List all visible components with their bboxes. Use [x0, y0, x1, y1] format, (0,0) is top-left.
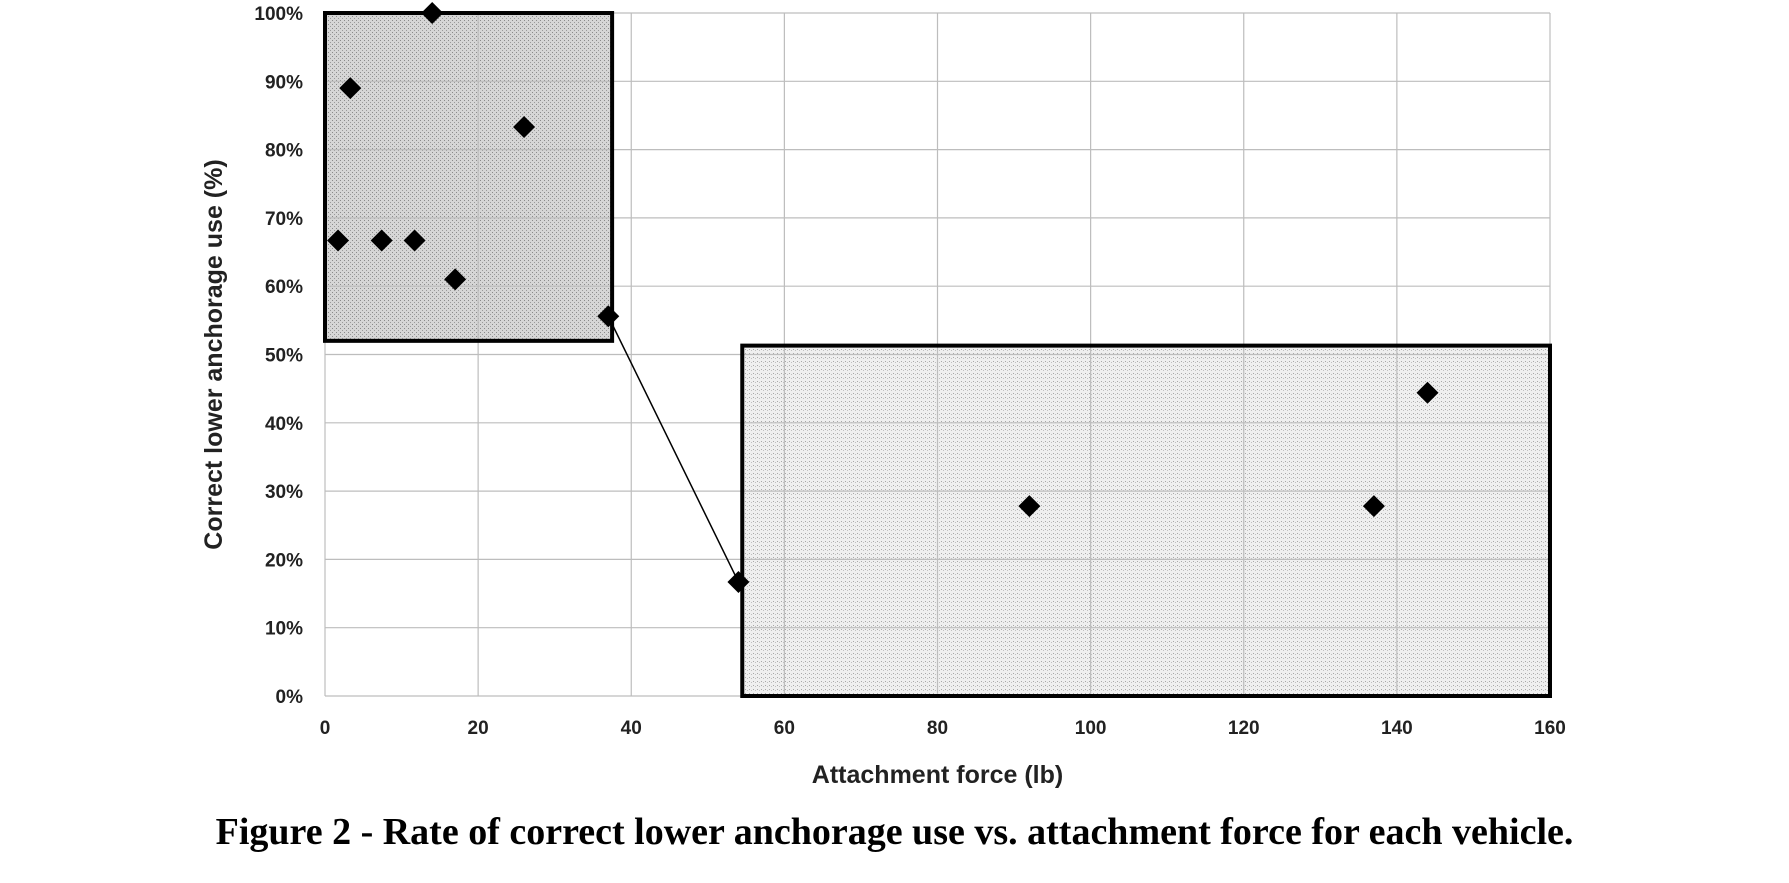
y-tick-label: 60% [265, 277, 303, 298]
data-point [1416, 381, 1439, 404]
data-point [727, 570, 750, 593]
region-borders [323, 11, 1552, 698]
data-point [1362, 495, 1385, 518]
y-tick-label: 80% [265, 141, 303, 162]
connector-line [607, 315, 740, 583]
connector-segment [607, 315, 740, 583]
data-point [597, 305, 620, 328]
region-fill [325, 13, 613, 341]
x-tick-label: 140 [1381, 718, 1413, 739]
y-tick-label: 90% [265, 72, 303, 93]
data-point [327, 229, 350, 252]
y-axis-title: Correct lower anchorage use (%) [200, 159, 228, 549]
y-tick-label: 20% [265, 550, 303, 571]
data-points [327, 2, 1439, 593]
x-tick-label: 160 [1534, 718, 1566, 739]
data-point [370, 229, 393, 252]
x-tick-label: 120 [1228, 718, 1260, 739]
x-tick-label: 60 [774, 718, 795, 739]
x-tick-labels: 0 20 40 60 80 100 120 140 160 [320, 718, 1566, 739]
y-tick-labels: 0% 10% 20% 30% 40% 50% 60% 70% 80% 90% 100% [254, 4, 303, 708]
y-tick-label: 70% [265, 209, 303, 230]
y-tick-label: 100% [254, 4, 303, 25]
region-border [740, 343, 1552, 698]
y-tick-label: 0% [276, 687, 304, 708]
figure-caption: Figure 2 - Rate of correct lower anchora… [215, 811, 1574, 853]
x-tick-label: 40 [621, 718, 642, 739]
data-point [513, 116, 536, 139]
x-tick-label: 80 [927, 718, 948, 739]
data-point [444, 268, 467, 291]
x-tick-label: 100 [1075, 718, 1107, 739]
x-tick-label: 0 [320, 718, 331, 739]
data-point [339, 77, 362, 100]
x-tick-label: 20 [468, 718, 489, 739]
region-fill [742, 345, 1550, 696]
region-border [323, 11, 615, 343]
y-tick-label: 40% [265, 414, 303, 435]
y-tick-label: 10% [265, 619, 303, 640]
data-point [403, 229, 426, 252]
highlight-regions [325, 13, 1550, 696]
data-point [1018, 495, 1041, 518]
data-point [421, 2, 444, 24]
x-axis-title: Attachment force (lb) [812, 761, 1063, 789]
grid-lines [324, 12, 1551, 697]
y-tick-label: 50% [265, 346, 303, 367]
y-tick-label: 30% [265, 482, 303, 503]
